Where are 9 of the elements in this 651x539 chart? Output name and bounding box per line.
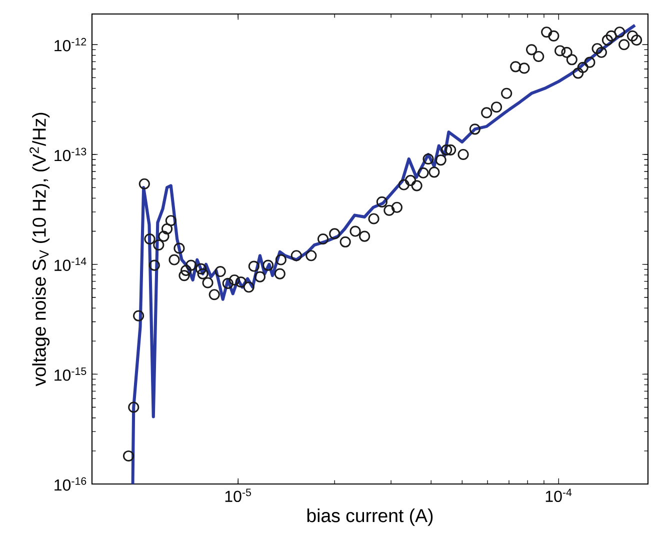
x-tick-label: 10$^{-5}$ <box>225 488 251 502</box>
y-tick-label: 10$^{-12}$ <box>54 38 86 52</box>
x-axis-title: bias current (A) <box>307 508 433 526</box>
x-tick-label: 10$^{-4}$ <box>546 488 572 502</box>
y-tick-label: 10$^{-16}$ <box>54 477 86 491</box>
y-tick-label: 10$^{-13}$ <box>54 148 86 162</box>
y-tick-label: 10$^{-14}$ <box>54 258 86 271</box>
y-axis-title: voltage noise S$_{V}$ (10 Hz), (V$^{2}$/Hz) <box>30 112 50 386</box>
y-tick-label: 10$^{-15}$ <box>54 368 86 381</box>
